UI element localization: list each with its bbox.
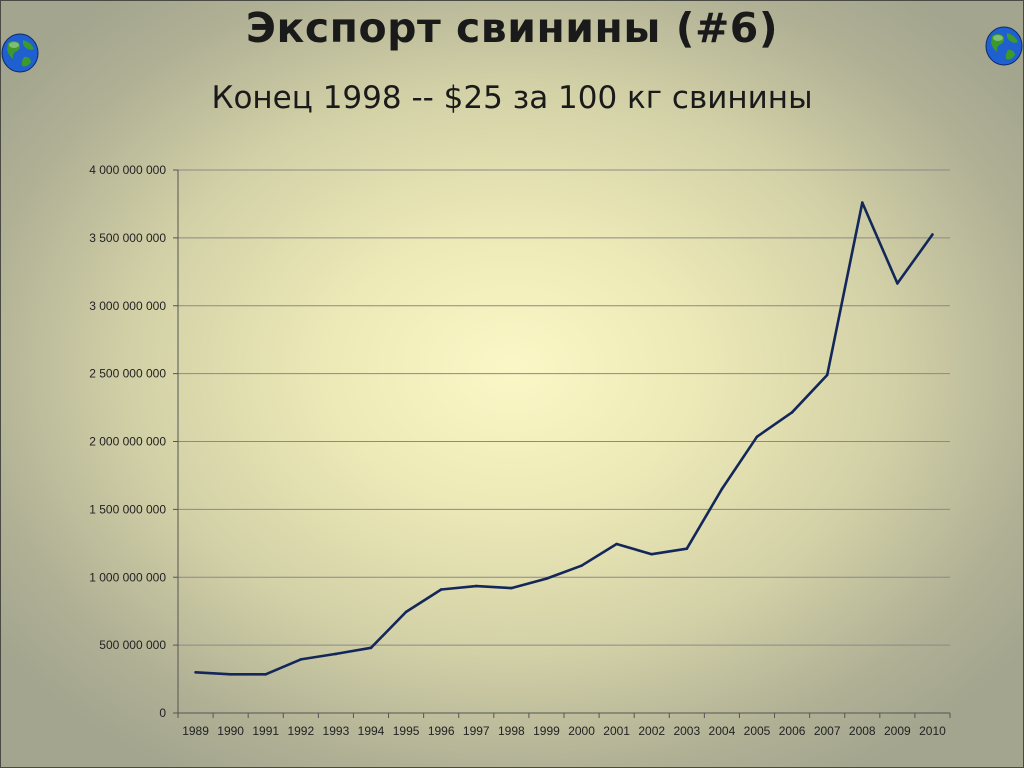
x-tick-label: 2002 [638,724,665,738]
data-point [369,646,373,650]
y-tick-label: 3 000 000 000 [89,299,166,313]
data-point [545,577,548,580]
data-point [685,547,689,551]
x-tick-label: 1995 [393,724,420,738]
x-tick-label: 2007 [814,724,841,738]
y-tick-label: 2 500 000 000 [89,367,166,381]
data-point [720,487,724,491]
y-tick-label: 1 000 000 000 [89,570,166,584]
x-tick-label: 1998 [498,724,525,738]
x-tick-label: 1991 [252,724,279,738]
x-tick-label: 2005 [744,724,771,738]
x-tick-label: 2006 [779,724,806,738]
x-tick-label: 2010 [919,724,946,738]
slide-subtitle: Конец 1998 -- $25 за 100 кг свинины [211,80,813,116]
data-point [510,586,513,590]
x-tick-label: 1999 [533,724,560,738]
y-tick-label: 500 000 000 [99,638,166,652]
x-tick-label: 2008 [849,724,876,738]
y-tick-label: 0 [159,706,166,720]
x-tick-label: 1992 [287,724,314,738]
data-point [931,233,934,236]
x-tick-label: 1990 [217,724,244,738]
data-point [299,658,303,661]
y-tick-label: 2 000 000 000 [89,435,166,449]
globe-icon [985,26,1023,66]
y-tick-label: 1 500 000 000 [89,502,166,516]
data-point [580,564,583,568]
x-tick-label: 2003 [673,724,700,738]
data-point [790,411,794,414]
data-point [825,373,829,377]
x-tick-label: 2004 [709,724,736,738]
x-tick-label: 1996 [428,724,455,738]
x-tick-label: 1997 [463,724,490,738]
x-tick-label: 1993 [323,724,350,738]
series-line [195,201,934,676]
x-tick-label: 2000 [568,724,595,738]
data-point [860,201,864,204]
data-point [896,282,899,285]
x-tick-label: 1989 [182,724,209,738]
x-tick-label: 2001 [603,724,630,738]
data-point [650,552,654,556]
x-tick-label: 1994 [358,724,385,738]
data-point [439,588,443,591]
data-point [334,652,338,656]
data-point [229,673,232,676]
data-point [474,584,478,588]
data-point [264,673,268,676]
y-tick-label: 4 000 000 000 [89,163,166,177]
x-tick-label: 2009 [884,724,911,738]
y-tick-label: 3 500 000 000 [89,231,166,245]
data-point [755,435,759,439]
data-point [194,670,197,674]
data-point [404,610,408,614]
globe-icon [1,33,39,73]
slide-title: Экспорт свинины (#6) [245,4,779,52]
data-point [615,542,618,546]
